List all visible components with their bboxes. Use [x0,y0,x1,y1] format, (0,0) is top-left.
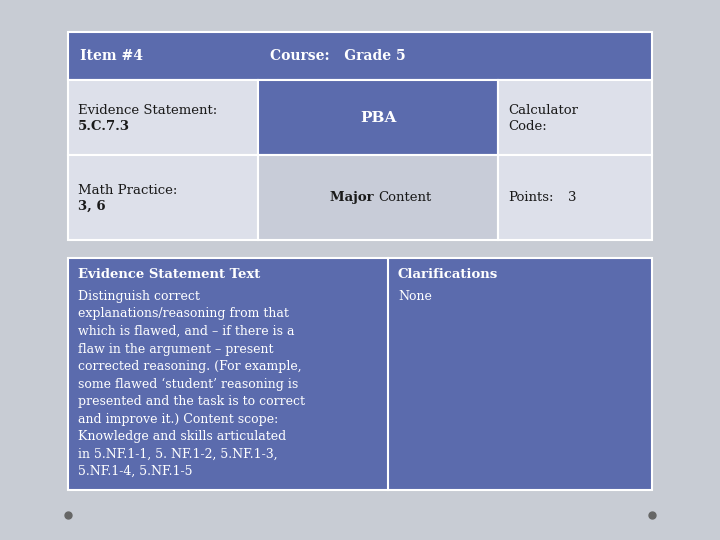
Text: 5.NF.1-4, 5.NF.1-5: 5.NF.1-4, 5.NF.1-5 [78,465,192,478]
Text: some flawed ‘student’ reasoning is: some flawed ‘student’ reasoning is [78,377,298,391]
Bar [498,155,652,240]
Bar [68,80,258,155]
Bar [258,80,498,155]
Text: 3, 6: 3, 6 [78,199,106,213]
Text: presented and the task is to correct: presented and the task is to correct [78,395,305,408]
Bar [68,32,652,80]
Text: which is flawed, and – if there is a: which is flawed, and – if there is a [78,325,294,338]
Text: Code:: Code: [508,119,546,132]
Bar [68,155,258,240]
Text: 3: 3 [568,191,577,204]
Text: Knowledge and skills articulated: Knowledge and skills articulated [78,430,287,443]
Text: Calculator: Calculator [508,104,578,117]
Text: Points:: Points: [508,191,554,204]
Text: Clarifications: Clarifications [398,268,498,281]
Text: and improve it.) Content scope:: and improve it.) Content scope: [78,413,278,426]
Text: Evidence Statement Text: Evidence Statement Text [78,268,260,281]
Text: flaw in the argument – present: flaw in the argument – present [78,342,274,355]
Text: PBA: PBA [360,111,396,125]
Text: Item #4: Item #4 [80,49,143,63]
Bar [258,155,498,240]
Text: None: None [398,290,432,303]
Text: corrected reasoning. (For example,: corrected reasoning. (For example, [78,360,302,373]
Text: Course:   Grade 5: Course: Grade 5 [270,49,405,63]
Text: explanations/reasoning from that: explanations/reasoning from that [78,307,289,321]
Text: Major: Major [330,191,378,204]
Text: Evidence Statement:: Evidence Statement: [78,104,217,117]
Text: Distinguish correct: Distinguish correct [78,290,200,303]
Text: in 5.NF.1-1, 5. NF.1-2, 5.NF.1-3,: in 5.NF.1-1, 5. NF.1-2, 5.NF.1-3, [78,448,278,461]
Bar [498,80,652,155]
Text: 5.C.7.3: 5.C.7.3 [78,119,130,132]
Bar [68,258,652,490]
Text: Math Practice:: Math Practice: [78,184,177,197]
Text: Content: Content [378,191,431,204]
